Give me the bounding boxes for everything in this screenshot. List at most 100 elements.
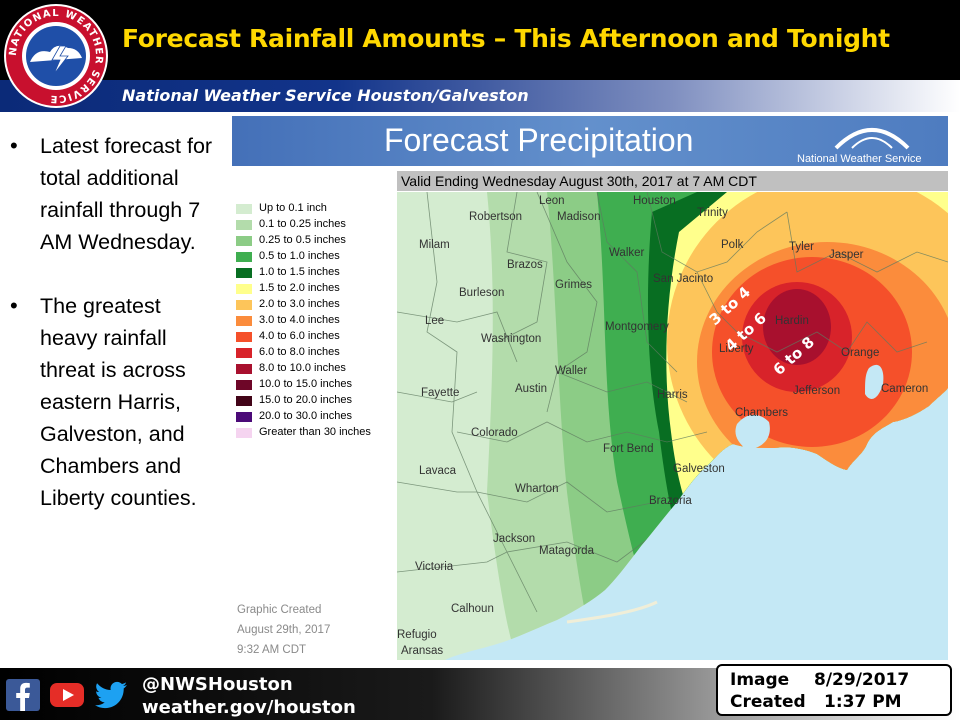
legend-swatch — [236, 236, 252, 246]
header-title-bar — [0, 0, 960, 80]
legend-item: 3.0 to 4.0 inches — [236, 313, 398, 329]
legend-item: 0.1 to 0.25 inches — [236, 217, 398, 233]
county-label: Trinity — [697, 207, 728, 219]
galveston-bay — [735, 414, 770, 450]
legend-swatch — [236, 396, 252, 406]
sabine-lake — [865, 364, 884, 399]
legend-swatch — [236, 220, 252, 230]
valid-time-text: Valid Ending Wednesday August 30th, 2017… — [401, 173, 757, 189]
credit-line: 9:32 AM CDT — [237, 644, 307, 656]
county-label: Brazos — [507, 259, 543, 271]
legend-label: 3.0 to 4.0 inches — [259, 314, 340, 326]
forecast-map-panel: Forecast Precipitation National Weather … — [232, 116, 948, 660]
nws-arc-icon — [834, 128, 910, 150]
legend-item: Up to 0.1 inch — [236, 201, 398, 217]
twitter-handle[interactable]: @NWSHouston — [142, 674, 293, 695]
county-label: Robertson — [469, 211, 522, 223]
legend-item: 10.0 to 15.0 inches — [236, 377, 398, 393]
legend-label: Greater than 30 inches — [259, 426, 371, 438]
legend-item: 8.0 to 10.0 inches — [236, 361, 398, 377]
map-panel-header: Forecast Precipitation National Weather … — [232, 116, 948, 166]
created-time: 1:37 PM — [824, 692, 902, 712]
county-label: Montgomery — [605, 321, 669, 333]
precipitation-map: Leon Houston Trinity Robertson Madison Milam P… — [397, 192, 948, 660]
county-label: Fort Bend — [603, 443, 654, 455]
county-label: Chambers — [735, 407, 788, 419]
county-label: Wharton — [515, 483, 558, 495]
valid-time-bar: Valid Ending Wednesday August 30th, 2017… — [397, 171, 948, 191]
bullet-item: Latest forecast for total additional rai… — [8, 130, 218, 258]
county-label: Liberty — [719, 343, 754, 355]
bullet-item: The greatest heavy rainfall threat is ac… — [8, 290, 218, 514]
county-label: Hardin — [775, 315, 809, 327]
legend-label: 8.0 to 10.0 inches — [259, 362, 346, 374]
county-label: Grimes — [555, 279, 592, 291]
legend-item: 20.0 to 30.0 inches — [236, 409, 398, 425]
legend-swatch — [236, 204, 252, 214]
county-label: Lee — [425, 315, 444, 327]
created-label: Created — [730, 692, 806, 712]
county-label: Milam — [419, 239, 450, 251]
county-label: Jasper — [829, 249, 864, 261]
legend-item: 0.5 to 1.0 inches — [236, 249, 398, 265]
twitter-icon[interactable] — [94, 679, 128, 711]
legend-label: 1.5 to 2.0 inches — [259, 282, 340, 294]
county-label: Orange — [841, 347, 879, 359]
county-label: Calhoun — [451, 603, 494, 615]
bullet-list: Latest forecast for total additional rai… — [8, 130, 218, 514]
legend-label: 0.5 to 1.0 inches — [259, 250, 340, 262]
map-agency-label: National Weather Service — [797, 153, 922, 165]
legend-label: 0.1 to 0.25 inches — [259, 218, 346, 230]
header-subtitle-bar — [0, 80, 960, 112]
legend-swatch — [236, 252, 252, 262]
legend-label: 15.0 to 20.0 inches — [259, 394, 352, 406]
graphic-credit: Graphic Created August 29th, 2017 9:32 A… — [237, 600, 330, 660]
county-label: Jackson — [493, 533, 535, 545]
map-legend: Up to 0.1 inch 0.1 to 0.25 inches 0.25 to … — [236, 201, 398, 441]
county-label: Matagorda — [539, 545, 595, 557]
county-label: Fayette — [421, 387, 459, 399]
page-title: Forecast Rainfall Amounts – This Afterno… — [122, 24, 890, 53]
legend-label: 2.0 to 3.0 inches — [259, 298, 340, 310]
legend-swatch — [236, 364, 252, 374]
legend-swatch — [236, 268, 252, 278]
county-label: Polk — [721, 239, 744, 251]
legend-swatch — [236, 412, 252, 422]
county-label: Victoria — [415, 561, 454, 573]
legend-item: 1.0 to 1.5 inches — [236, 265, 398, 281]
county-label: Colorado — [471, 427, 518, 439]
legend-label: Up to 0.1 inch — [259, 202, 327, 214]
county-label: Galveston — [673, 463, 725, 475]
county-label: Lavaca — [419, 465, 457, 477]
credit-line: Graphic Created — [237, 604, 322, 616]
legend-item: Greater than 30 inches — [236, 425, 398, 441]
legend-item: 0.25 to 0.5 inches — [236, 233, 398, 249]
legend-label: 1.0 to 1.5 inches — [259, 266, 340, 278]
youtube-icon[interactable] — [50, 679, 84, 711]
county-label: Tyler — [789, 241, 814, 253]
county-label: Brazoria — [649, 495, 692, 507]
legend-swatch — [236, 284, 252, 294]
nws-logo: NATIONAL WEATHER SERVICE — [4, 4, 108, 108]
county-label: Houston — [633, 195, 676, 207]
county-label: Waller — [555, 365, 587, 377]
barrier-island — [566, 600, 658, 624]
county-label: Jefferson — [793, 385, 840, 397]
legend-label: 10.0 to 15.0 inches — [259, 378, 352, 390]
legend-item: 6.0 to 8.0 inches — [236, 345, 398, 361]
page-subtitle: National Weather Service Houston/Galvest… — [122, 86, 529, 105]
legend-swatch — [236, 428, 252, 438]
legend-swatch — [236, 380, 252, 390]
legend-item: 4.0 to 6.0 inches — [236, 329, 398, 345]
facebook-icon[interactable] — [6, 679, 40, 711]
created-date: 8/29/2017 — [814, 670, 910, 690]
county-label: Austin — [515, 383, 547, 395]
legend-swatch — [236, 348, 252, 358]
legend-item: 1.5 to 2.0 inches — [236, 281, 398, 297]
image-label: Image — [730, 670, 790, 690]
website-link[interactable]: weather.gov/houston — [142, 697, 356, 718]
county-label: Aransas — [401, 645, 443, 657]
legend-item: 2.0 to 3.0 inches — [236, 297, 398, 313]
county-label: Walker — [609, 247, 645, 259]
credit-line: August 29th, 2017 — [237, 624, 331, 636]
